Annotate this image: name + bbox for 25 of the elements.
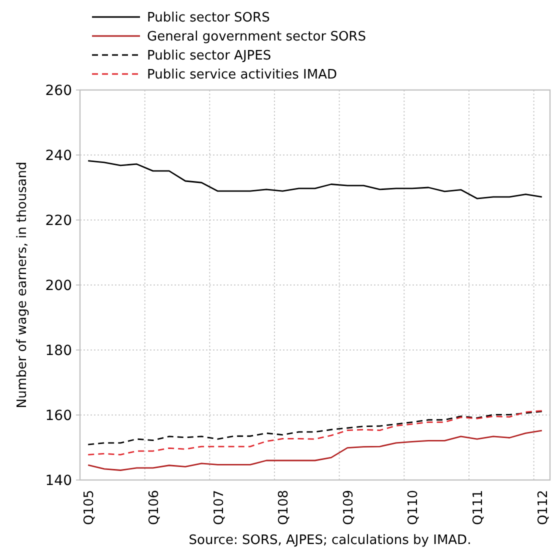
- legend-label: General government sector SORS: [147, 30, 366, 45]
- y-axis-title: Number of wage earners, in thousand: [15, 162, 30, 408]
- x-tick-label: Q106: [146, 490, 162, 526]
- y-tick-label: 240: [45, 148, 72, 164]
- line-series: [87, 410, 543, 456]
- x-tick-label: Q107: [212, 490, 227, 526]
- x-tick-label: Q111: [471, 490, 486, 526]
- x-tick-label: Q108: [276, 490, 292, 526]
- x-tick-label: Q109: [341, 490, 356, 526]
- line-series: [87, 160, 543, 200]
- x-tick-label: Q110: [406, 490, 422, 526]
- line-series: [87, 430, 543, 471]
- y-tick-label: 220: [45, 212, 72, 229]
- y-tick-label: 260: [45, 82, 72, 99]
- y-tick-label: 160: [45, 408, 72, 424]
- legend-label: Public sector AJPES: [147, 48, 272, 64]
- legend-label: Public sector SORS: [147, 10, 270, 26]
- x-tick-label: Q105: [82, 490, 98, 526]
- source-note: Source: SORS, AJPES; calculations by IMAD.: [188, 533, 472, 548]
- y-tick-label: 140: [45, 472, 72, 489]
- line-series: [87, 410, 543, 446]
- y-tick-label: 200: [45, 278, 72, 294]
- y-tick-label: 180: [45, 342, 72, 359]
- legend-label: Public service activities IMAD: [147, 68, 337, 83]
- x-tick-label: Q112: [536, 490, 551, 526]
